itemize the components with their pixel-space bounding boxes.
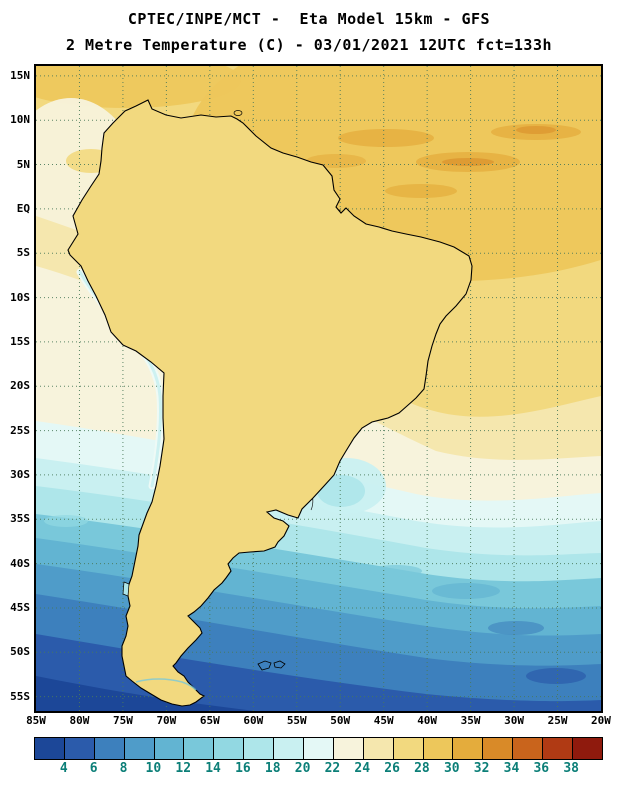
temperature-map [36, 66, 601, 711]
magellan-strait [135, 678, 197, 691]
lon-label-20W: 20W [591, 714, 611, 727]
lon-label-75W: 75W [112, 714, 133, 727]
longitude-axis: 85W 80W 75W 70W 65W 60W 55W 50W 45W 40W 35W 30W 25W 2… [26, 714, 611, 730]
latitude-axis: 15N 10N 5N EQ 5S 10S 15S 20S 25S 30S 35S 40S 45S 50S 5… [0, 66, 32, 711]
colorbar-segment-14 [452, 738, 483, 759]
colorbar [34, 737, 603, 760]
colorbar-tick-18: 18 [264, 761, 281, 776]
colorbar-tick-20: 20 [294, 761, 311, 776]
colorbar-tick-32: 32 [473, 761, 490, 776]
islands [122, 110, 286, 691]
lat-label-30S: 30S [10, 467, 30, 481]
lat-label-45S: 45S [10, 600, 30, 614]
lon-label-60W: 60W [243, 714, 264, 727]
colorbar-tick-16: 16 [235, 761, 251, 776]
colorbar-tick-8: 8 [119, 761, 128, 776]
colorbar-tick-12: 12 [175, 761, 192, 776]
lon-label-80W: 80W [69, 714, 90, 727]
lat-label-15S: 15S [10, 334, 30, 348]
colorbar-segment-5 [183, 738, 214, 759]
colorbar-segment-2 [93, 738, 124, 759]
title-line-2: 2 Metre Temperature (C) - 03/01/2021 12U… [65, 36, 553, 54]
colorbar-segment-9 [303, 738, 333, 759]
colorbar-segment-17 [542, 738, 573, 759]
lon-label-40W: 40W [417, 714, 438, 727]
colorbar-tick-6: 6 [89, 761, 98, 776]
colorbar-tick-30: 30 [443, 761, 460, 776]
lat-label-5N: 5N [16, 157, 30, 171]
falkland-islands [273, 660, 286, 669]
lat-label-EQ: EQ [16, 201, 30, 215]
lat-label-20S: 20S [10, 379, 30, 393]
trinidad-island [233, 110, 243, 116]
map-titles: CPTEC/INPE/MCT - Eta Model 15km - GFS 2 … [0, 6, 618, 58]
falkland-islands [257, 660, 272, 671]
colorbar-tick-10: 10 [145, 761, 162, 776]
lat-label-50S: 50S [10, 645, 30, 659]
colorbar-tick-38: 38 [563, 761, 579, 776]
colorbar-tick-14: 14 [205, 761, 221, 776]
lon-label-55W: 55W [286, 714, 307, 727]
colorbar-segment-4 [153, 738, 184, 759]
colorbar-tick-34: 34 [503, 761, 520, 776]
lon-label-35W: 35W [460, 714, 481, 727]
lat-label-15N: 15N [10, 68, 30, 82]
lat-label-55S: 55S [10, 689, 30, 703]
lat-label-25S: 25S [10, 423, 30, 437]
map-frame [34, 64, 603, 713]
colorbar-tick-22: 22 [324, 761, 341, 776]
lon-label-85W: 85W [26, 714, 46, 727]
colorbar-segment-11 [362, 738, 393, 759]
lon-label-30W: 30W [504, 714, 524, 727]
lat-label-35S: 35S [10, 512, 30, 526]
lat-label-10S: 10S [10, 290, 30, 304]
colorbar-tick-36: 36 [533, 761, 550, 776]
colorbar-segment-13 [422, 738, 453, 759]
colorbar-segment-0 [35, 738, 64, 759]
colorbar-tick-28: 28 [414, 761, 430, 776]
lat-label-10N: 10N [10, 113, 30, 127]
colorbar-tick-26: 26 [384, 761, 400, 776]
lon-label-45W: 45W [373, 714, 394, 727]
colorbar-segment-16 [512, 738, 543, 759]
chiloe-island [122, 581, 130, 597]
colorbar-segment-15 [482, 738, 513, 759]
colorbar-segment-1 [63, 738, 94, 759]
colorbar-segment-18 [572, 738, 602, 759]
colorbar-segment-3 [123, 738, 154, 759]
lat-label-5S: 5S [16, 246, 30, 260]
lon-label-65W: 65W [199, 714, 220, 727]
title-line-1: CPTEC/INPE/MCT - Eta Model 15km - GFS [127, 10, 491, 28]
colorbar-tick-labels: 4 6 8 10 12 14 16 18 20 22 24 26 28 30 32 34 36 38 [34, 761, 603, 779]
colorbar-segment-8 [273, 738, 304, 759]
colorbar-segment-7 [243, 738, 274, 759]
lat-label-40S: 40S [10, 556, 30, 570]
colorbar-tick-4: 4 [59, 761, 68, 776]
colorbar-segment-12 [392, 738, 423, 759]
lon-label-25W: 25W [547, 714, 568, 727]
lon-label-50W: 50W [330, 714, 351, 727]
colorbar-segment-6 [213, 738, 244, 759]
colorbar-tick-24: 24 [354, 761, 371, 776]
lon-label-70W: 70W [156, 714, 177, 727]
colorbar-segment-10 [332, 738, 363, 759]
